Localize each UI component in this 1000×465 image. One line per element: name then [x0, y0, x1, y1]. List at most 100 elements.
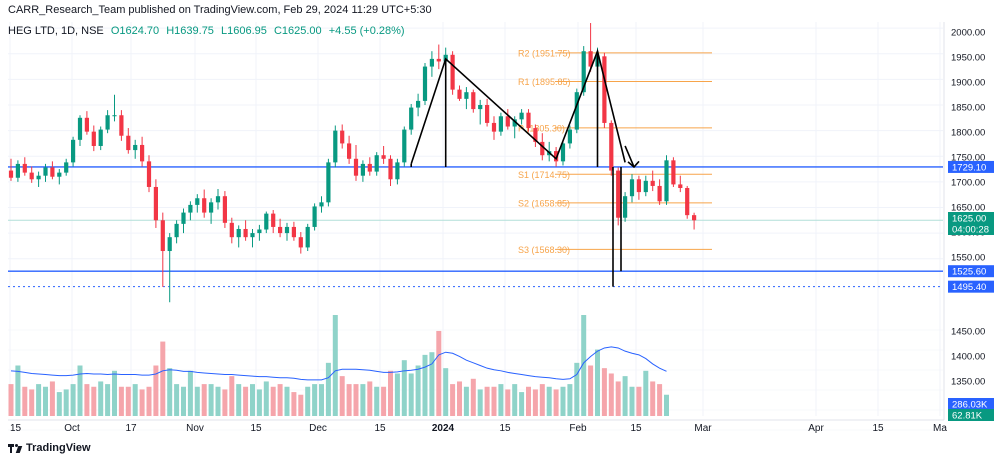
- drawings[interactable]: [410, 48, 640, 287]
- price-tick-label: 2000.00: [951, 28, 985, 39]
- pivot-label: S1 (1714.75): [518, 170, 570, 180]
- volume-bar: [194, 386, 200, 416]
- time-tick-label: Apr: [808, 423, 824, 434]
- volume-bar: [98, 381, 104, 416]
- low-dotted-tag-bg: [948, 280, 994, 293]
- volume-bar: [512, 384, 518, 416]
- time-tick-label: 2024: [432, 423, 455, 434]
- candle-body: [278, 226, 283, 234]
- candle-body: [533, 128, 538, 142]
- candle-body: [57, 172, 62, 177]
- tradingview-logo[interactable]: TradingView: [8, 442, 91, 454]
- volume-bar: [519, 392, 525, 416]
- volume-bar: [256, 389, 262, 416]
- candle-body: [395, 162, 400, 180]
- volume-bar: [132, 384, 138, 416]
- pivot-levels: R2 (1951.75) R1 (1895.85) P (1805.30) S1 (1…: [518, 48, 712, 255]
- candle-body: [505, 116, 510, 127]
- volume-bar: [236, 384, 242, 416]
- level-bottom-tag-bg: [948, 265, 994, 278]
- candle-body: [664, 160, 669, 202]
- volume-bar: [450, 384, 456, 416]
- candle-body: [629, 179, 635, 197]
- volume-bar: [125, 386, 131, 416]
- time-tick-label: Nov: [186, 423, 204, 434]
- candles: [8, 23, 697, 303]
- time-tick-label: 15: [250, 423, 262, 434]
- candle-body: [464, 92, 469, 99]
- volume-bar: [539, 384, 545, 416]
- price-tick-label: 1950.00: [951, 53, 985, 64]
- low-value: L1606.95: [221, 25, 267, 37]
- candle-body: [436, 58, 441, 62]
- time-tick-label: Oct: [64, 423, 80, 434]
- volume-last-tag: 62.81K: [952, 411, 983, 422]
- candle-body: [353, 158, 359, 176]
- candle-body: [326, 162, 331, 203]
- volume-bar: [401, 360, 407, 416]
- volume-bar: [187, 370, 193, 416]
- price-tick-label: 1450.00: [951, 327, 985, 338]
- candle-body: [160, 220, 165, 252]
- volume-bar: [36, 384, 42, 416]
- volume-bar: [201, 384, 207, 416]
- volume-bar: [415, 365, 421, 416]
- candle-body: [50, 167, 55, 177]
- candle-body: [478, 104, 483, 110]
- volume-bar: [429, 352, 435, 416]
- volume-bar: [84, 384, 90, 416]
- pattern-zigzag: [410, 48, 626, 165]
- candle-body: [305, 226, 310, 248]
- candle-body: [526, 112, 531, 129]
- volume-bar: [105, 384, 111, 416]
- candle-body: [450, 54, 455, 90]
- volume-bar: [526, 386, 531, 416]
- low-dotted-tag: 1495.40: [952, 282, 986, 293]
- volume-bar: [8, 384, 14, 416]
- price-tick-label: 1350.00: [951, 377, 985, 388]
- volume-bar: [243, 386, 249, 416]
- countdown-tag: 04:00:28: [952, 225, 989, 236]
- candle-body: [491, 122, 497, 132]
- volume-bar: [505, 389, 511, 416]
- volume-bar: [360, 384, 366, 416]
- candle-body: [422, 66, 428, 101]
- candle-body: [616, 170, 621, 218]
- candle-body: [312, 206, 317, 227]
- pivot-label: S2 (1658.85): [518, 198, 570, 208]
- publish-line: CARR_Research_Team published on TradingV…: [8, 4, 432, 16]
- candle-body: [409, 107, 414, 130]
- horizontal-levels[interactable]: [8, 166, 943, 288]
- axes[interactable]: 2000.00 1950.00 1900.00 1850.00 1800.00 1750.…: [8, 22, 985, 434]
- volume-bar: [477, 389, 483, 416]
- symbol-legend[interactable]: HEG LTD, 1D, NSE O1624.70 H1639.75 L1606…: [8, 25, 409, 37]
- volume-ma-line: [10, 346, 667, 381]
- candle-body: [188, 204, 193, 213]
- candle-body: [236, 228, 241, 238]
- breakdown-arrow-head: [627, 160, 640, 169]
- candle-body: [581, 51, 586, 93]
- volume-bar: [277, 384, 283, 416]
- symbol-name[interactable]: HEG LTD, 1D, NSE: [8, 25, 104, 37]
- volume-bar: [22, 386, 28, 416]
- candle-body: [671, 160, 676, 185]
- volume-bar: [43, 386, 48, 416]
- candle-body: [8, 170, 14, 178]
- candle-body: [181, 212, 186, 224]
- candle-body: [36, 175, 41, 180]
- volume-bars: [8, 315, 669, 416]
- candle-body: [133, 144, 138, 151]
- volume-bar: [160, 341, 166, 416]
- candle-body: [202, 198, 207, 213]
- volume-bar: [553, 389, 559, 416]
- volume-bar: [394, 373, 400, 416]
- time-tick-label: Mar: [694, 423, 712, 434]
- volume-bar: [650, 381, 656, 416]
- volume-bar: [91, 386, 97, 416]
- current-price-tag: 1625.00: [952, 214, 986, 225]
- candle-body: [84, 117, 89, 132]
- candle-body: [153, 186, 158, 221]
- volume-bar: [643, 370, 649, 416]
- candle-body: [609, 122, 614, 171]
